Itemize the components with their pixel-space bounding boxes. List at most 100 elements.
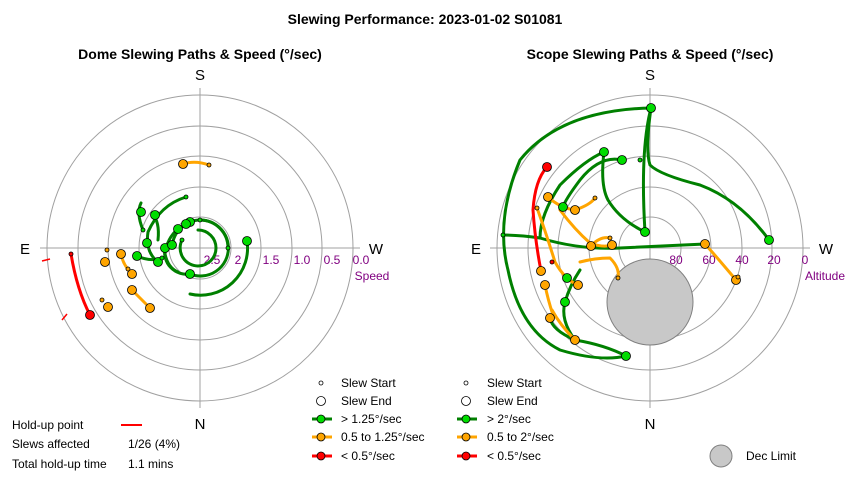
scope-axis-name: Altitude bbox=[805, 269, 845, 283]
dome-slew-path bbox=[146, 195, 188, 264]
dome-slew-end bbox=[127, 285, 137, 295]
scope-tick-0: 0 bbox=[802, 253, 809, 267]
dome-legend-label: Slew End bbox=[341, 394, 392, 408]
slew-end-icon bbox=[316, 396, 326, 406]
scope-tick-80: 80 bbox=[669, 253, 683, 267]
dome-west-label: W bbox=[369, 241, 384, 258]
dome-slew-end bbox=[242, 236, 252, 246]
scope-slew-start bbox=[735, 274, 741, 280]
dome-slews bbox=[69, 160, 250, 317]
dec-limit-area bbox=[606, 258, 694, 346]
fast-marker-icon bbox=[461, 414, 471, 424]
dome-slew-end bbox=[136, 207, 146, 217]
dome-tick-1.0: 1.0 bbox=[294, 253, 311, 267]
dome-holdup-point bbox=[41, 258, 51, 262]
dome-slew-start bbox=[99, 297, 105, 303]
figure-title: Slewing Performance: 2023-01-02 S01081 bbox=[288, 11, 563, 27]
scope-slew-path bbox=[531, 165, 549, 273]
medium-marker-icon bbox=[316, 432, 326, 442]
scope-slew-end bbox=[621, 351, 631, 361]
dome-slew-end bbox=[103, 302, 113, 312]
scope-slew-end bbox=[545, 313, 555, 323]
slew-start-icon bbox=[463, 380, 469, 386]
dome-slew-start bbox=[206, 162, 212, 168]
dome-holdup-points bbox=[41, 258, 68, 321]
scope-west-label: W bbox=[819, 241, 834, 258]
scope-slew-path bbox=[578, 256, 620, 280]
dome-slew-end bbox=[100, 257, 110, 267]
dome-slew-end bbox=[85, 310, 95, 320]
dome-slew-end bbox=[145, 303, 155, 313]
dome-south-label: S bbox=[195, 67, 205, 84]
dome-slew-start bbox=[159, 255, 165, 261]
scope-tick-60: 60 bbox=[702, 253, 716, 267]
dome-slew-start bbox=[183, 194, 189, 200]
scope-slew-start bbox=[607, 235, 613, 241]
scope-slew-path bbox=[646, 106, 771, 242]
slews-affected-value: 1/26 (4%) bbox=[128, 437, 180, 451]
dome-slew-start bbox=[104, 247, 110, 253]
slow-marker-icon bbox=[316, 451, 326, 461]
scope-legend-label: < 0.5°/sec bbox=[487, 449, 541, 463]
scope-slew-end bbox=[700, 239, 710, 249]
dome-slew-start bbox=[68, 251, 74, 257]
scope-slew-path bbox=[502, 106, 653, 360]
scope-slew-end bbox=[607, 240, 617, 250]
dome-tick-1.5: 1.5 bbox=[263, 253, 280, 267]
dome-slew-path bbox=[163, 227, 180, 274]
dome-slew-end bbox=[142, 238, 152, 248]
dome-slew-end bbox=[167, 240, 177, 250]
scope-slew-start bbox=[615, 275, 621, 281]
scope-slew-end bbox=[562, 273, 572, 283]
scope-slew-end bbox=[558, 202, 568, 212]
scope-north-label: N bbox=[645, 416, 656, 433]
slews-affected-label: Slews affected bbox=[12, 437, 90, 451]
scope-south-label: S bbox=[645, 67, 655, 84]
dome-tick-labels: 2.5 2 1.5 1.0 0.5 0.0 Speed bbox=[204, 253, 390, 283]
scope-slew-end bbox=[543, 192, 553, 202]
dome-legend: Slew Start Slew End > 1.25°/sec 0.5 to 1… bbox=[312, 376, 425, 463]
dome-slew-path bbox=[188, 239, 250, 297]
scope-panel: Scope Slewing Paths & Speed (°/sec) S N … bbox=[457, 46, 845, 468]
scope-slew-start bbox=[637, 157, 643, 163]
dome-slew-end bbox=[153, 257, 163, 267]
scope-legend-label: Slew Start bbox=[487, 376, 542, 390]
dec-limit-label: Dec Limit bbox=[746, 449, 797, 463]
dome-tick-0.5: 0.5 bbox=[324, 253, 341, 267]
dome-holdup-point bbox=[61, 313, 68, 321]
scope-subtitle: Scope Slewing Paths & Speed (°/sec) bbox=[527, 46, 774, 62]
scope-slew-end bbox=[646, 103, 656, 113]
dome-slew-end bbox=[127, 269, 137, 279]
scope-slew-ends bbox=[536, 103, 774, 361]
dome-slew-path bbox=[178, 228, 218, 268]
dome-slew-start bbox=[179, 237, 185, 243]
scope-slew-end bbox=[540, 280, 550, 290]
dome-subtitle: Dome Slewing Paths & Speed (°/sec) bbox=[78, 46, 322, 62]
dome-axis-name: Speed bbox=[355, 269, 390, 283]
dome-slew-start bbox=[140, 227, 146, 233]
scope-slew-end bbox=[640, 227, 650, 237]
scope-slew-end bbox=[570, 205, 580, 215]
scope-tick-20: 20 bbox=[767, 253, 781, 267]
dome-slew-end bbox=[178, 159, 188, 169]
dome-slew-end bbox=[173, 224, 183, 234]
holdup-info: Hold-up point Slews affected 1/26 (4%) T… bbox=[12, 418, 180, 471]
scope-legend-label: Slew End bbox=[487, 394, 538, 408]
medium-marker-icon bbox=[461, 432, 471, 442]
slow-marker-icon bbox=[461, 451, 471, 461]
dome-grid bbox=[40, 88, 360, 408]
dome-slew-start bbox=[125, 266, 131, 272]
slew-end-icon bbox=[461, 396, 471, 406]
scope-slew-end bbox=[536, 266, 546, 276]
scope-slew-end bbox=[599, 147, 609, 157]
scope-slew-end bbox=[542, 162, 552, 172]
scope-slew-end bbox=[573, 280, 583, 290]
scope-tick-labels: 80 60 40 20 0 Altitude bbox=[669, 253, 845, 283]
total-holdup-value: 1.1 mins bbox=[128, 457, 173, 471]
dome-slew-end bbox=[116, 249, 126, 259]
dec-limit-icon bbox=[709, 444, 733, 468]
scope-slew-start bbox=[534, 205, 540, 211]
dome-tick-0.0: 0.0 bbox=[353, 253, 370, 267]
scope-slew-path bbox=[561, 157, 624, 209]
